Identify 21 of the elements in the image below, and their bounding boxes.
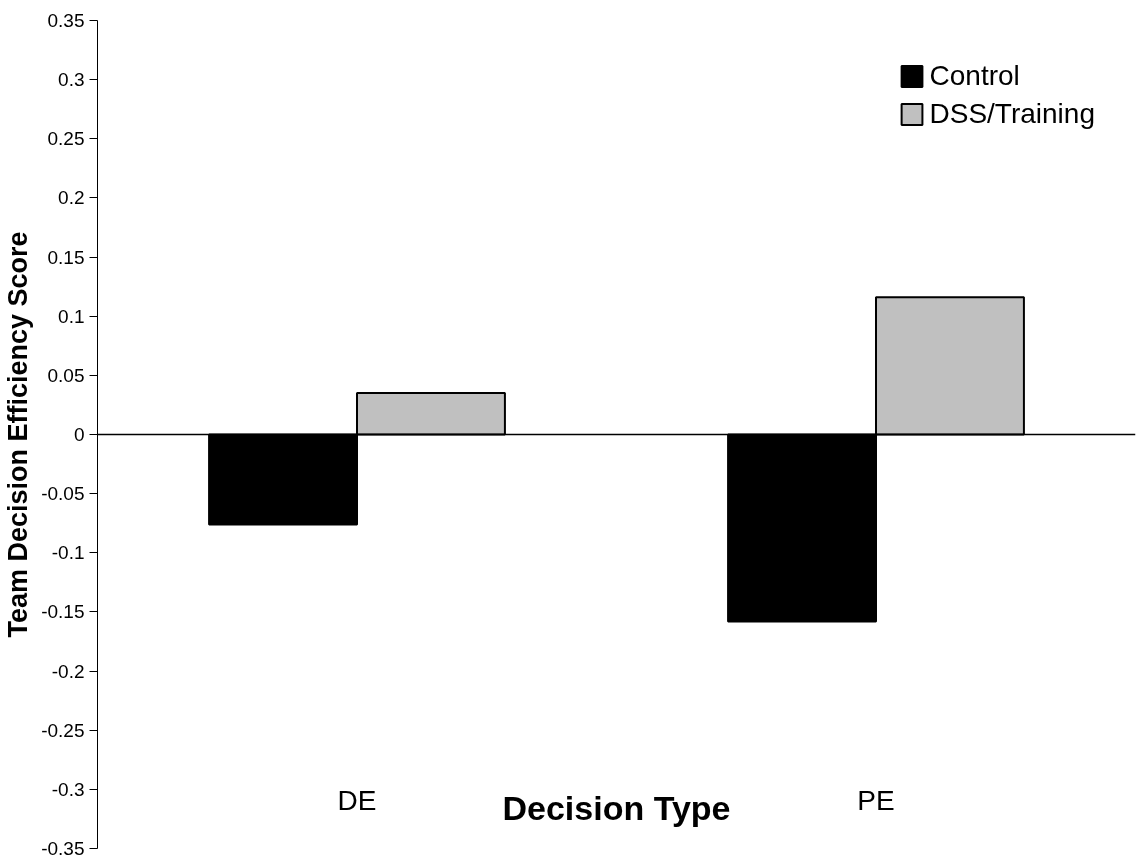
y-tick-label: -0.05 — [41, 483, 85, 505]
y-tick-label: -0.25 — [41, 719, 85, 741]
y-tick-label: 0.15 — [47, 246, 85, 268]
x-axis-title: Decision Type — [502, 788, 731, 827]
y-tick-label: -0.3 — [51, 778, 85, 800]
legend-label: DSS/Training — [929, 98, 1095, 130]
y-tick-label: 0.2 — [58, 187, 85, 209]
y-tick-label: 0.1 — [58, 305, 85, 327]
y-tick-label: 0 — [73, 424, 85, 445]
y-axis-title: Team Decision Efficiency Score — [3, 231, 34, 638]
y-tick-label: -0.35 — [41, 838, 85, 859]
y-tick-label: -0.1 — [51, 542, 85, 564]
y-tick-label: -0.15 — [41, 601, 85, 623]
x-tick-label: PE — [857, 784, 895, 816]
legend-label: Control — [929, 60, 1020, 92]
y-tick-label: -0.2 — [51, 660, 85, 682]
x-tick-label: DE — [337, 784, 377, 816]
y-tick-label: 0.05 — [47, 364, 85, 386]
y-tick-label: 0.35 — [47, 10, 85, 31]
y-tick-label: 0.3 — [58, 69, 85, 91]
y-tick-label: 0.25 — [47, 128, 85, 150]
